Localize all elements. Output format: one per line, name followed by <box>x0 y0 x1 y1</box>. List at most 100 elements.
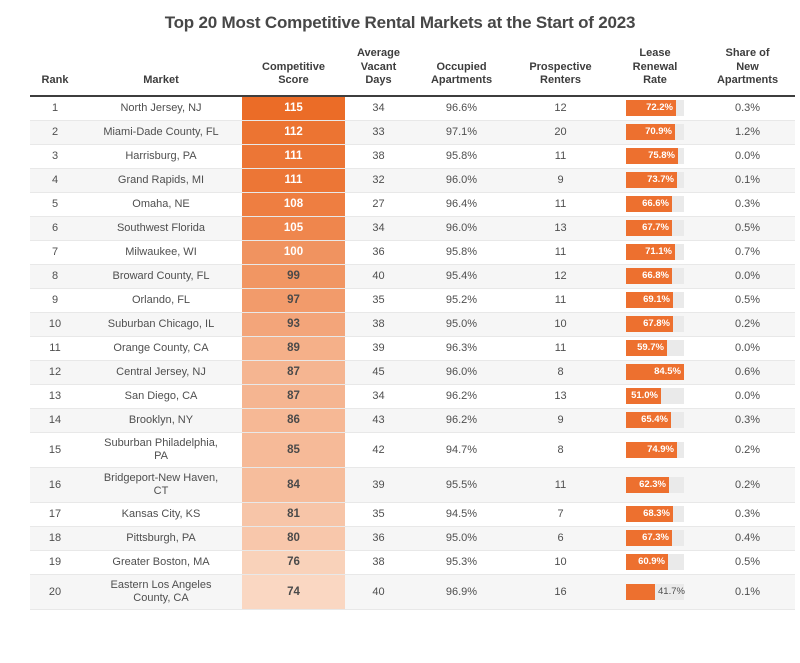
competitive-score-cell: 111 <box>242 168 345 192</box>
column-header-competitive-score: Competitive Score <box>262 60 325 87</box>
lease-renewal-cell: 66.6% <box>610 196 700 212</box>
market-cell: Pittsburgh, PA <box>126 531 196 544</box>
competitive-score-cell: 100 <box>242 240 345 264</box>
lease-renewal-bar-fill <box>626 244 675 260</box>
share-new-apartments-cell: 0.1% <box>734 585 761 598</box>
share-new-apartments-cell: 0.4% <box>734 532 761 544</box>
lease-renewal-bar-fill <box>626 583 655 600</box>
vacant-days-cell: 38 <box>372 318 385 330</box>
lease-renewal-value: 60.9% <box>638 556 665 567</box>
table-row: 4 Grand Rapids, MI 111 32 96.0% 9 73.7% 0.1% <box>30 168 795 193</box>
occupied-apartments-cell: 95.8% <box>445 150 478 162</box>
share-new-apartments-cell: 0.0% <box>734 390 761 402</box>
lease-renewal-cell: 62.3% <box>610 476 700 493</box>
occupied-apartments-cell: 94.7% <box>445 443 478 456</box>
table-row: 14 Brooklyn, NY 86 43 96.2% 9 65.4% 0.3% <box>30 408 795 433</box>
market-cell: San Diego, CA <box>124 389 198 402</box>
rank-cell: 1 <box>51 102 59 114</box>
lease-renewal-value: 67.8% <box>643 318 670 329</box>
lease-renewal-bar-fill <box>626 506 673 522</box>
occupied-apartments-cell: 96.0% <box>445 222 478 234</box>
occupied-apartments-cell: 96.2% <box>445 414 478 426</box>
occupied-apartments-cell: 96.0% <box>445 366 478 378</box>
table-row: 18 Pittsburgh, PA 80 36 95.0% 6 67.3% 0.4% <box>30 526 795 551</box>
lease-renewal-value: 70.9% <box>645 126 672 137</box>
prospective-renters-cell: 10 <box>554 556 567 568</box>
lease-renewal-bar-fill <box>626 476 669 493</box>
share-new-apartments-cell: 0.3% <box>734 414 761 426</box>
prospective-renters-cell: 9 <box>557 174 564 186</box>
prospective-renters-cell: 7 <box>557 508 564 520</box>
lease-renewal-bar: 69.1% <box>626 292 684 308</box>
market-cell: Harrisburg, PA <box>125 149 197 162</box>
lease-renewal-bar-fill <box>626 292 673 308</box>
column-header-lease-renewal-rate: Lease Renewal Rate <box>632 47 678 86</box>
prospective-renters-cell: 12 <box>554 270 567 282</box>
prospective-renters-cell: 6 <box>557 532 564 544</box>
lease-renewal-bar: 67.8% <box>626 316 684 332</box>
lease-renewal-bar-fill <box>626 316 673 332</box>
market-cell: Brooklyn, NY <box>128 413 194 426</box>
vacant-days-cell: 42 <box>372 443 385 456</box>
share-new-apartments-cell: 0.3% <box>734 508 761 520</box>
competitive-score-cell: 97 <box>242 288 345 312</box>
market-cell: Grand Rapids, MI <box>117 173 205 186</box>
rank-cell: 8 <box>51 270 59 282</box>
lease-renewal-bar-fill <box>626 172 677 188</box>
table-row: 9 Orlando, FL 97 35 95.2% 11 69.1% 0.5% <box>30 288 795 313</box>
share-new-apartments-cell: 0.6% <box>734 366 761 378</box>
competitive-score-cell: 74 <box>242 574 345 609</box>
lease-renewal-cell: 74.9% <box>610 441 700 458</box>
lease-renewal-bar: 68.3% <box>626 506 684 522</box>
competitive-score-cell: 89 <box>242 336 345 360</box>
prospective-renters-cell: 9 <box>557 414 564 426</box>
column-header-occupied-apartments: Occupied Apartments <box>430 60 493 87</box>
lease-renewal-bar: 71.1% <box>626 244 684 260</box>
table-row: 20 Eastern Los Angeles County, CA 74 40 96.9… <box>30 574 795 610</box>
lease-renewal-bar: 84.5% <box>626 364 684 380</box>
lease-renewal-value: 65.4% <box>641 414 668 425</box>
lease-renewal-cell: 75.8% <box>610 148 700 164</box>
prospective-renters-cell: 8 <box>557 443 564 456</box>
competitive-score-cell: 112 <box>242 120 345 144</box>
lease-renewal-cell: 67.8% <box>610 316 700 332</box>
occupied-apartments-cell: 95.0% <box>445 532 478 544</box>
rank-cell: 14 <box>48 414 62 426</box>
lease-renewal-value: 67.7% <box>642 222 669 233</box>
table-row: 7 Milwaukee, WI 100 36 95.8% 11 71.1% 0.7% <box>30 240 795 265</box>
competitive-score-cell: 93 <box>242 312 345 336</box>
lease-renewal-bar-fill <box>626 220 672 236</box>
table-row: 11 Orange County, CA 89 39 96.3% 11 59.7% 0.0% <box>30 336 795 361</box>
market-cell: North Jersey, NJ <box>120 101 202 114</box>
rank-cell: 20 <box>48 585 62 598</box>
occupied-apartments-cell: 96.3% <box>445 342 478 354</box>
lease-renewal-cell: 59.7% <box>610 340 700 356</box>
market-cell: Omaha, NE <box>132 197 190 210</box>
column-header-share-new-apartments: Share of New Apartments <box>716 47 779 86</box>
lease-renewal-value: 59.7% <box>637 342 664 353</box>
share-new-apartments-cell: 0.3% <box>734 198 761 210</box>
lease-renewal-bar: 74.9% <box>626 441 684 458</box>
market-cell: Kansas City, KS <box>121 507 201 520</box>
lease-renewal-cell: 67.3% <box>610 530 700 546</box>
prospective-renters-cell: 11 <box>554 478 567 491</box>
share-new-apartments-cell: 0.5% <box>734 556 761 568</box>
prospective-renters-cell: 11 <box>554 150 567 162</box>
lease-renewal-bar-fill <box>626 364 684 380</box>
lease-renewal-value: 41.7% <box>658 585 685 597</box>
lease-renewal-bar: 41.7% <box>626 583 685 600</box>
vacant-days-cell: 39 <box>372 342 385 354</box>
lease-renewal-cell: 73.7% <box>610 172 700 188</box>
lease-renewal-value: 73.7% <box>647 174 674 185</box>
lease-renewal-bar: 51.0% <box>626 388 684 404</box>
market-cell: Broward County, FL <box>112 269 210 282</box>
lease-renewal-bar-fill <box>626 412 671 428</box>
occupied-apartments-cell: 96.4% <box>445 198 478 210</box>
prospective-renters-cell: 16 <box>554 585 567 598</box>
competitive-score-cell: 115 <box>242 96 345 120</box>
column-header-market: Market <box>143 74 179 86</box>
occupied-apartments-cell: 95.5% <box>445 478 478 491</box>
lease-renewal-value: 72.2% <box>646 102 673 113</box>
rental-markets-table: Rank Market Competitive Score Average Va… <box>30 33 795 610</box>
prospective-renters-cell: 11 <box>554 198 567 210</box>
